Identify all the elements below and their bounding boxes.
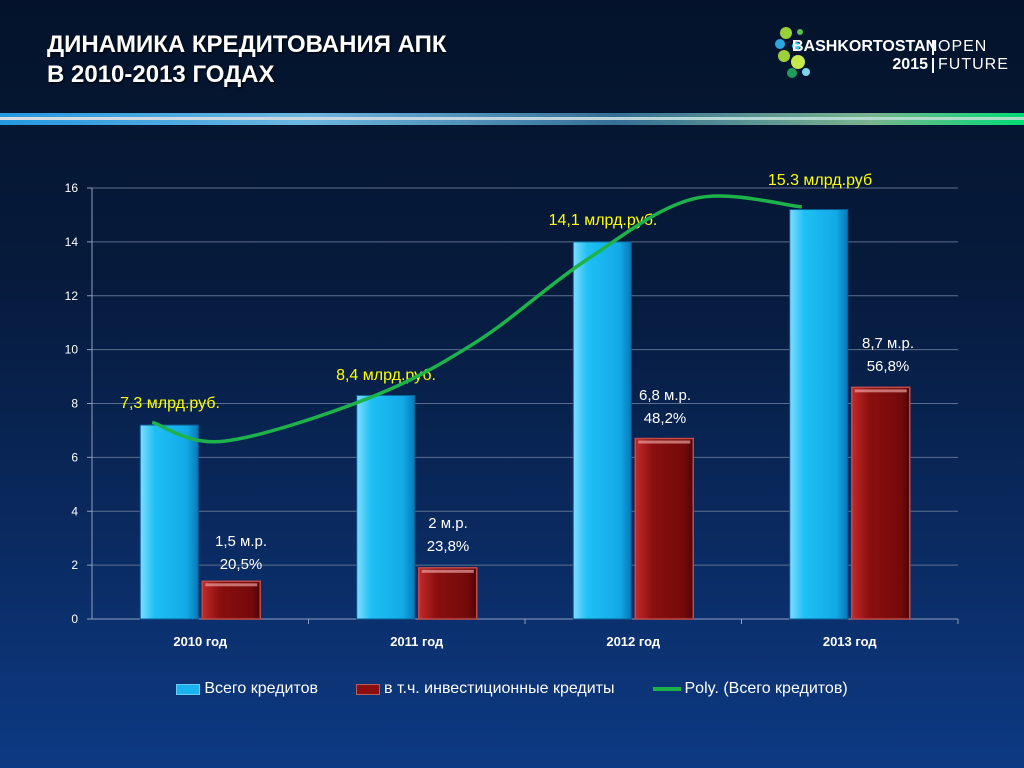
header-divider [0, 113, 1024, 125]
data-label-investment: 56,8% [867, 358, 910, 375]
y-tick-label: 16 [65, 181, 79, 195]
bar-total [789, 209, 849, 620]
logo-year-text: 2015 [892, 56, 928, 73]
chart-legend: Всего кредитов в т.ч. инвестиционные кре… [0, 680, 1024, 698]
data-label-investment: 8,7 м.р. [862, 335, 914, 352]
legend-item-trend: Poly. (Всего кредитов) [652, 680, 848, 698]
logo-dots-icon [775, 27, 810, 78]
bar-investment-highlight [854, 389, 907, 393]
slide-title: ДИНАМИКА КРЕДИТОВАНИЯ АПК В 2010-2013 ГО… [47, 30, 447, 90]
data-label-total: 15.3 млрд.руб [768, 172, 872, 189]
bar-total [572, 241, 632, 620]
legend-label-total: Всего кредитов [204, 680, 318, 697]
y-tick-label: 6 [71, 450, 78, 464]
legend-swatch-investment [356, 683, 380, 695]
logo-open-text: OPEN [938, 38, 988, 55]
y-tick-label: 14 [65, 235, 79, 249]
bar-investment [418, 567, 478, 620]
bar-investment [851, 386, 911, 620]
y-tick-label: 12 [65, 289, 79, 303]
data-label-investment: 6,8 м.р. [639, 387, 691, 404]
legend-label-investment: в т.ч. инвестиционные кредиты [384, 680, 615, 697]
bar-investment-highlight [421, 569, 474, 573]
data-label-total: 14,1 млрд.руб. [549, 212, 658, 229]
bar-investment [201, 580, 261, 620]
bar-total [139, 424, 199, 620]
slide-title-line-1: ДИНАМИКА КРЕДИТОВАНИЯ АПК [47, 31, 447, 58]
x-tick-label: 2010 год [173, 634, 228, 649]
logo-separator [932, 57, 934, 73]
logo-brand-text: BASHKORTOSTAN [792, 38, 938, 55]
data-label-investment: 23,8% [427, 538, 470, 555]
trendline [151, 194, 802, 444]
logo-future-text: FUTURE [938, 56, 1009, 73]
bar-total [356, 394, 416, 620]
y-tick-label: 4 [71, 504, 78, 518]
bar-investment-highlight [638, 440, 691, 444]
x-tick-label: 2011 год [390, 634, 444, 649]
bashkortostan-logo: BASHKORTOSTAN OPEN 2015 FUTURE [772, 22, 1008, 80]
data-label-investment: 20,5% [220, 556, 263, 573]
bar-investment-highlight [205, 583, 258, 587]
y-tick-label: 8 [71, 397, 78, 411]
bar-investment [634, 437, 694, 620]
data-label-investment: 1,5 м.р. [215, 533, 267, 550]
y-tick-label: 0 [71, 612, 78, 626]
data-label-investment: 48,2% [644, 410, 687, 427]
legend-item-total: Всего кредитов [176, 680, 318, 698]
legend-swatch-total [176, 683, 201, 695]
legend-item-investment: в т.ч. инвестиционные кредиты [356, 680, 615, 698]
slide-title-line-2: В 2010-2013 ГОДАХ [47, 61, 275, 88]
data-label-total: 7,3 млрд.руб. [120, 395, 220, 412]
legend-swatch-trend [652, 687, 681, 691]
logo-separator [932, 39, 934, 55]
y-tick-label: 2 [71, 558, 78, 572]
data-label-investment: 2 м.р. [428, 515, 468, 532]
y-tick-label: 10 [65, 343, 79, 357]
x-tick-label: 2013 год [823, 634, 878, 649]
x-tick-label: 2012 год [606, 634, 661, 649]
legend-label-trend: Poly. (Всего кредитов) [684, 680, 848, 697]
